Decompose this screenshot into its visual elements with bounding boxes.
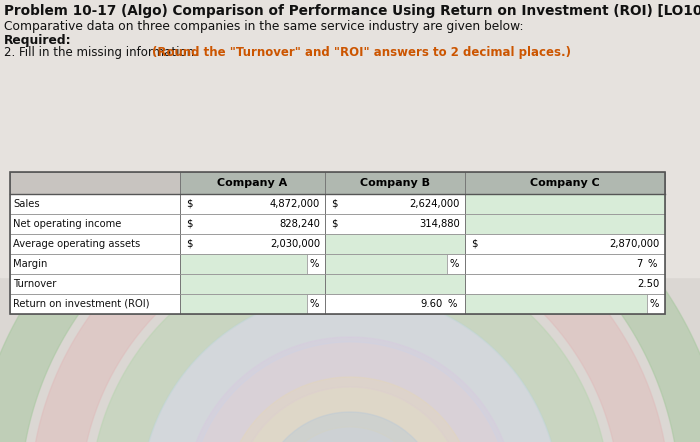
Text: %: %: [449, 259, 458, 269]
Text: 4,872,000: 4,872,000: [270, 199, 320, 209]
Bar: [465, 274, 665, 294]
Text: Company C: Company C: [530, 178, 600, 188]
Bar: [180, 194, 325, 214]
Polygon shape: [225, 377, 475, 442]
Polygon shape: [90, 242, 610, 442]
Text: %: %: [309, 299, 318, 309]
Text: $: $: [331, 199, 337, 209]
Bar: [180, 274, 325, 294]
Text: 314,880: 314,880: [419, 219, 460, 229]
Text: Company A: Company A: [218, 178, 288, 188]
Text: 2. Fill in the missing information.: 2. Fill in the missing information.: [4, 46, 202, 59]
Bar: [0, 0, 700, 277]
Bar: [465, 214, 665, 234]
Text: 2,870,000: 2,870,000: [610, 239, 660, 249]
Text: Sales: Sales: [13, 199, 40, 209]
Text: Problem 10-17 (Algo) Comparison of Performance Using Return on Investment (ROI) : Problem 10-17 (Algo) Comparison of Perfo…: [4, 4, 700, 18]
Bar: [10, 172, 665, 314]
Text: 2,030,000: 2,030,000: [270, 239, 320, 249]
Polygon shape: [30, 182, 670, 442]
Bar: [10, 172, 180, 194]
Bar: [325, 234, 465, 254]
Bar: [465, 254, 665, 274]
Polygon shape: [185, 337, 515, 442]
Text: 9.60: 9.60: [421, 299, 443, 309]
Text: 2,624,000: 2,624,000: [410, 199, 460, 209]
Bar: [10, 294, 180, 314]
Text: Net operating income: Net operating income: [13, 219, 121, 229]
Bar: [447, 254, 465, 274]
Bar: [10, 214, 180, 234]
Bar: [465, 194, 665, 214]
Text: Average operating assets: Average operating assets: [13, 239, 140, 249]
Bar: [10, 254, 180, 274]
Bar: [10, 172, 665, 194]
Text: Margin: Margin: [13, 259, 48, 269]
Text: Comparative data on three companies in the same service industry are given below: Comparative data on three companies in t…: [4, 20, 524, 33]
Bar: [325, 294, 465, 314]
Bar: [10, 194, 180, 214]
Text: 828,240: 828,240: [279, 219, 320, 229]
Text: $: $: [331, 219, 337, 229]
Bar: [180, 214, 325, 234]
Polygon shape: [0, 122, 700, 442]
Text: 7: 7: [636, 259, 643, 269]
Text: $: $: [471, 239, 477, 249]
Text: Company B: Company B: [360, 178, 430, 188]
Bar: [325, 274, 465, 294]
Text: %: %: [647, 259, 657, 269]
Text: %: %: [447, 299, 456, 309]
Text: $: $: [186, 199, 193, 209]
Bar: [0, 0, 700, 242]
Polygon shape: [140, 292, 560, 442]
Text: %: %: [309, 259, 318, 269]
Bar: [180, 294, 307, 314]
Bar: [10, 274, 180, 294]
Text: 2.50: 2.50: [638, 279, 660, 289]
Bar: [465, 234, 665, 254]
Bar: [325, 214, 465, 234]
Text: Required:: Required:: [4, 34, 71, 47]
Text: Return on investment (ROI): Return on investment (ROI): [13, 299, 150, 309]
Bar: [180, 254, 307, 274]
Bar: [325, 254, 447, 274]
Text: $: $: [186, 219, 193, 229]
Text: Turnover: Turnover: [13, 279, 57, 289]
Text: (Round the "Turnover" and "ROI" answers to 2 decimal places.): (Round the "Turnover" and "ROI" answers …: [152, 46, 571, 59]
Bar: [465, 294, 647, 314]
Bar: [307, 294, 325, 314]
Bar: [180, 234, 325, 254]
Bar: [647, 294, 665, 314]
Polygon shape: [260, 412, 440, 442]
Bar: [307, 254, 325, 274]
Text: %: %: [649, 299, 659, 309]
Text: $: $: [186, 239, 193, 249]
Bar: [325, 194, 465, 214]
Bar: [10, 234, 180, 254]
